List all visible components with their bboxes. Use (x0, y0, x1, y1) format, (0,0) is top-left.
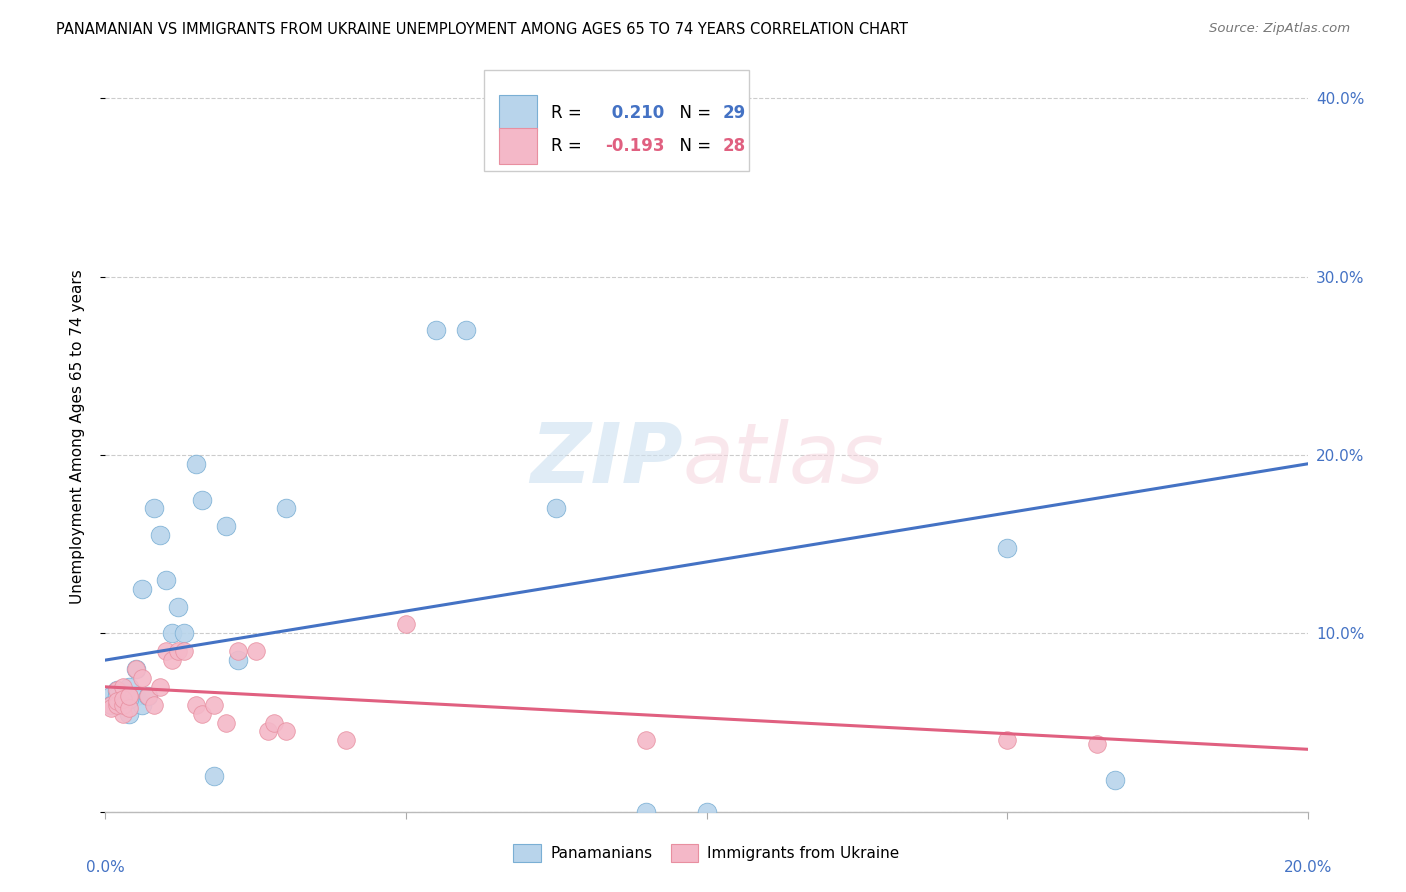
Text: R =: R = (551, 104, 588, 122)
Point (112, 694, 135, 708)
Point (214, 519, 236, 533)
Point (107, 683, 129, 698)
Text: ZIP: ZIP (530, 419, 682, 500)
Point (202, 698, 225, 712)
Point (136, 689, 159, 703)
FancyBboxPatch shape (499, 128, 537, 164)
Point (184, 457, 207, 471)
Point (636, 805, 658, 819)
Text: N =: N = (669, 136, 717, 155)
Point (425, 323, 447, 337)
Point (636, 733, 658, 747)
Point (118, 689, 141, 703)
Point (160, 653, 183, 667)
Point (160, 626, 183, 640)
Point (100, 698, 122, 712)
Text: Source: ZipAtlas.com: Source: ZipAtlas.com (1209, 22, 1350, 36)
Point (696, 805, 718, 819)
Point (107, 698, 129, 712)
Point (112, 698, 135, 712)
Point (1104, 772, 1126, 787)
Point (107, 698, 129, 712)
Point (131, 582, 153, 596)
Point (166, 599, 188, 614)
Text: 28: 28 (723, 136, 745, 155)
Point (118, 706, 141, 721)
Point (131, 698, 153, 712)
Point (546, 501, 568, 516)
Y-axis label: Unemployment Among Ages 65 to 74 years: Unemployment Among Ages 65 to 74 years (70, 269, 84, 605)
Point (100, 701, 122, 715)
Point (148, 680, 170, 694)
Point (274, 501, 297, 516)
Point (107, 683, 129, 698)
Point (112, 680, 135, 694)
Point (142, 501, 165, 516)
Text: atlas: atlas (682, 419, 884, 500)
Point (124, 662, 146, 676)
Text: 29: 29 (723, 104, 745, 122)
Point (454, 323, 477, 337)
Point (995, 541, 1018, 555)
Point (155, 573, 177, 587)
Point (190, 492, 212, 507)
Text: N =: N = (669, 104, 717, 122)
Text: 20.0%: 20.0% (1284, 860, 1331, 875)
Point (107, 689, 129, 703)
Point (173, 626, 195, 640)
Point (226, 644, 249, 658)
Point (173, 644, 195, 658)
Text: R =: R = (551, 136, 588, 155)
Point (395, 617, 418, 632)
Point (112, 689, 135, 703)
Point (1085, 737, 1108, 751)
Point (335, 733, 357, 747)
Point (995, 733, 1018, 747)
Point (118, 701, 141, 715)
Text: 0.210: 0.210 (606, 104, 664, 122)
Point (202, 769, 225, 783)
Point (226, 653, 249, 667)
Point (112, 698, 135, 712)
Point (136, 689, 159, 703)
Legend: Panamanians, Immigrants from Ukraine: Panamanians, Immigrants from Ukraine (508, 838, 905, 868)
FancyBboxPatch shape (499, 95, 537, 131)
Point (107, 694, 129, 708)
Point (118, 692, 141, 706)
Point (124, 662, 146, 676)
Point (166, 644, 188, 658)
Point (131, 671, 153, 685)
Point (100, 698, 122, 712)
Point (124, 689, 146, 703)
Point (184, 698, 207, 712)
Point (118, 680, 141, 694)
Point (148, 528, 170, 542)
Point (112, 706, 135, 721)
Point (190, 706, 212, 721)
Point (214, 715, 236, 730)
Point (263, 715, 285, 730)
Point (142, 698, 165, 712)
Point (118, 689, 141, 703)
Text: PANAMANIAN VS IMMIGRANTS FROM UKRAINE UNEMPLOYMENT AMONG AGES 65 TO 74 YEARS COR: PANAMANIAN VS IMMIGRANTS FROM UKRAINE UN… (56, 22, 908, 37)
Point (100, 689, 122, 703)
FancyBboxPatch shape (484, 70, 748, 171)
Text: 0.0%: 0.0% (86, 860, 125, 875)
Point (256, 724, 278, 739)
Point (274, 724, 297, 739)
Point (155, 644, 177, 658)
Point (112, 692, 135, 706)
Point (245, 644, 267, 658)
Text: -0.193: -0.193 (606, 136, 665, 155)
